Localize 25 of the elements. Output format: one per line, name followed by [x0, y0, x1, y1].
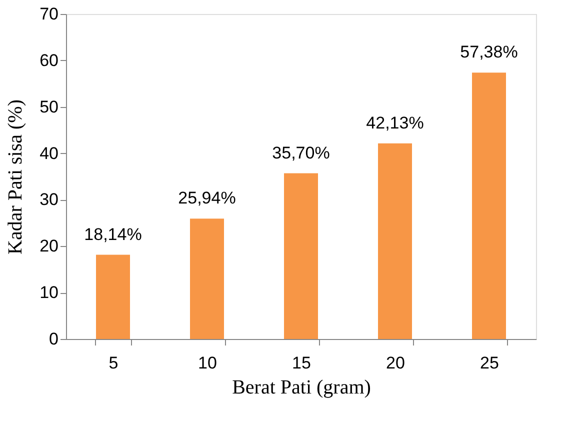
data-label: 35,70% — [272, 143, 330, 162]
data-label: 42,13% — [366, 113, 424, 132]
data-label: 25,94% — [178, 188, 236, 208]
x-tick-label: 25 — [480, 354, 499, 372]
y-tick-label: 60 — [40, 50, 58, 70]
y-tick-label: 40 — [40, 144, 58, 163]
y-tick-label: 20 — [40, 236, 58, 256]
x-tick-label: 15 — [292, 354, 311, 372]
bar — [472, 72, 506, 339]
data-label: 57,38% — [460, 42, 518, 62]
bar — [96, 254, 130, 339]
y-tick-label: 30 — [40, 190, 58, 210]
bar — [190, 218, 224, 339]
x-tick-label: 5 — [108, 354, 118, 372]
y-tick-label: 0 — [49, 330, 58, 348]
x-tick-label: 20 — [386, 354, 405, 372]
x-tick-label: 10 — [198, 354, 217, 372]
data-label: 18,14% — [84, 224, 142, 244]
y-tick-label: 70 — [40, 4, 58, 24]
y-tick-label: 50 — [40, 97, 58, 116]
y-axis-title: Kadar Pati sisa (%) — [4, 100, 27, 254]
y-tick-label: 10 — [40, 283, 58, 302]
bar — [284, 173, 318, 339]
bar — [378, 143, 412, 339]
x-axis-title: Berat Pati (gram) — [232, 376, 371, 398]
